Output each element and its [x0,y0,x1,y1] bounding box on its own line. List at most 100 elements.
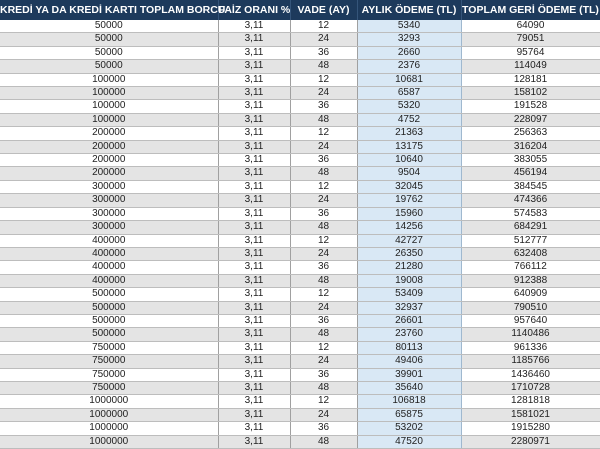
cell-term: 36 [290,153,358,168]
cell-term: 12 [290,287,358,302]
cell-total-repayment: 574583 [461,207,600,222]
cell-interest-rate: 3,11 [218,408,291,423]
table-row: 300000 3,11 36 15960 574583 [0,207,600,222]
table-row: 100000 3,11 12 10681 128181 [0,73,600,88]
table-row: 100000 3,11 36 5320 191528 [0,99,600,114]
cell-total-repayment: 640909 [461,287,600,302]
cell-total-debt: 100000 [0,113,219,128]
cell-term: 48 [290,59,358,74]
cell-total-debt: 750000 [0,354,219,369]
cell-total-debt: 50000 [0,20,219,34]
cell-total-debt: 500000 [0,314,219,329]
cell-monthly-payment: 5340 [356,20,462,34]
cell-term: 24 [290,301,358,315]
cell-monthly-payment: 10681 [356,73,462,88]
table-body: 50000 3,11 12 5340 64090 50000 3,11 24 3293 79051… [0,20,600,449]
cell-interest-rate: 3,11 [218,234,291,248]
cell-term: 24 [290,32,358,47]
table-row: 100000 3,11 24 6587 158102 [0,86,600,101]
cell-interest-rate: 3,11 [218,287,291,302]
cell-total-debt: 400000 [0,260,219,275]
cell-total-repayment: 456194 [461,166,600,181]
cell-interest-rate: 3,11 [218,314,291,329]
cell-term: 12 [290,394,358,409]
table-row: 1000000 3,11 12 106818 1281818 [0,394,600,409]
cell-term: 12 [290,180,358,195]
cell-term: 12 [290,73,358,88]
cell-total-repayment: 512777 [461,234,600,248]
cell-monthly-payment: 21280 [356,260,462,275]
cell-monthly-payment: 21363 [356,126,462,141]
cell-total-debt: 1000000 [0,435,219,449]
cell-monthly-payment: 106818 [356,394,462,409]
header-monthly-payment: AYLIK ÖDEME (TL) [357,0,462,20]
cell-total-debt: 100000 [0,73,219,88]
cell-interest-rate: 3,11 [218,368,291,382]
table-row: 400000 3,11 24 26350 632408 [0,247,600,262]
cell-monthly-payment: 32937 [356,301,462,315]
cell-total-repayment: 64090 [461,20,600,34]
cell-term: 36 [290,207,358,222]
cell-monthly-payment: 47520 [356,435,462,449]
cell-total-repayment: 912388 [461,274,600,289]
cell-total-debt: 50000 [0,32,219,47]
header-total-debt: KREDİ YA DA KREDİ KARTI TOPLAM BORCU [0,0,225,20]
cell-total-repayment: 1581021 [461,408,600,423]
cell-total-debt: 1000000 [0,421,219,436]
cell-total-repayment: 961336 [461,341,600,356]
cell-total-debt: 200000 [0,166,219,181]
cell-total-debt: 400000 [0,234,219,248]
cell-monthly-payment: 26601 [356,314,462,329]
cell-monthly-payment: 3293 [356,32,462,47]
cell-total-repayment: 2280971 [461,435,600,449]
cell-term: 36 [290,46,358,61]
cell-monthly-payment: 19008 [356,274,462,289]
cell-interest-rate: 3,11 [218,113,291,128]
cell-total-debt: 100000 [0,86,219,101]
cell-term: 48 [290,435,358,449]
table-row: 50000 3,11 36 2660 95764 [0,46,600,61]
cell-monthly-payment: 15960 [356,207,462,222]
cell-total-debt: 50000 [0,59,219,74]
cell-total-repayment: 1185766 [461,354,600,369]
table-row: 500000 3,11 12 53409 640909 [0,287,600,302]
cell-total-repayment: 383055 [461,153,600,168]
table-row: 300000 3,11 12 32045 384545 [0,180,600,195]
cell-total-debt: 200000 [0,126,219,141]
cell-total-repayment: 191528 [461,99,600,114]
cell-total-debt: 300000 [0,220,219,235]
header-interest-rate: FAİZ ORANI % [218,0,291,20]
cell-interest-rate: 3,11 [218,327,291,342]
cell-monthly-payment: 65875 [356,408,462,423]
cell-term: 48 [290,381,358,396]
table-row: 400000 3,11 12 42727 512777 [0,234,600,248]
table-row: 400000 3,11 48 19008 912388 [0,274,600,289]
cell-term: 36 [290,421,358,436]
table-row: 300000 3,11 24 19762 474366 [0,193,600,208]
cell-interest-rate: 3,11 [218,180,291,195]
cell-monthly-payment: 80113 [356,341,462,356]
cell-total-debt: 200000 [0,140,219,155]
table-row: 500000 3,11 36 26601 957640 [0,314,600,329]
table-row: 50000 3,11 24 3293 79051 [0,32,600,47]
cell-monthly-payment: 10640 [356,153,462,168]
table-row: 1000000 3,11 48 47520 2280971 [0,435,600,449]
cell-interest-rate: 3,11 [218,381,291,396]
cell-interest-rate: 3,11 [218,394,291,409]
table-row: 500000 3,11 24 32937 790510 [0,301,600,315]
cell-monthly-payment: 14256 [356,220,462,235]
cell-total-repayment: 316204 [461,140,600,155]
cell-total-debt: 400000 [0,274,219,289]
cell-total-repayment: 474366 [461,193,600,208]
cell-term: 24 [290,193,358,208]
cell-interest-rate: 3,11 [218,301,291,315]
cell-term: 12 [290,126,358,141]
cell-total-debt: 200000 [0,153,219,168]
cell-monthly-payment: 2660 [356,46,462,61]
cell-term: 48 [290,274,358,289]
cell-total-debt: 750000 [0,341,219,356]
cell-interest-rate: 3,11 [218,86,291,101]
cell-monthly-payment: 5320 [356,99,462,114]
cell-total-debt: 400000 [0,247,219,262]
cell-total-debt: 300000 [0,193,219,208]
